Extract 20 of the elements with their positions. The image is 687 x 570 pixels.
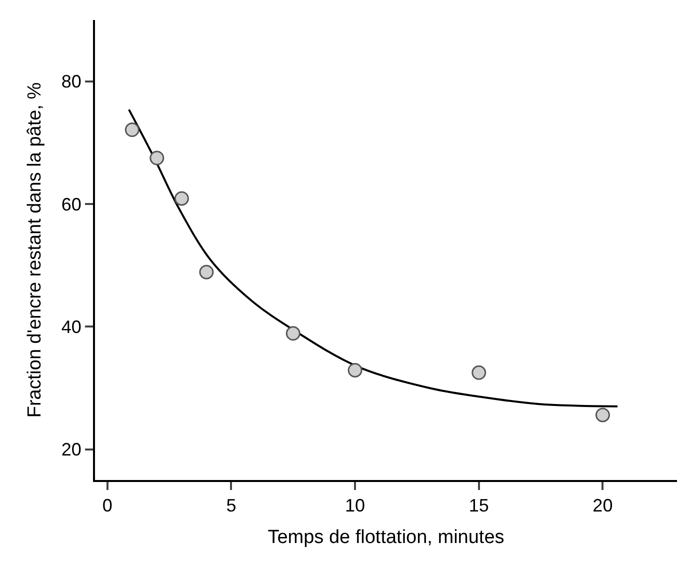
point	[124, 122, 140, 138]
y-axis-title: Fraction d'encre restant dans la pâte, %	[24, 82, 46, 418]
point	[472, 365, 486, 380]
point	[150, 150, 164, 166]
point	[595, 408, 610, 422]
point	[174, 191, 189, 206]
x-tick-label: 5	[226, 496, 236, 516]
y-tick-label: 80	[61, 72, 82, 92]
x-axis-title: Temps de flottation, minutes	[268, 526, 504, 548]
y-tick-label: 20	[61, 440, 82, 460]
point	[199, 264, 214, 280]
point	[348, 362, 362, 378]
x-tick-label: 20	[592, 496, 613, 516]
x-tick-label: 10	[345, 496, 366, 516]
point	[286, 326, 300, 341]
line-series	[128, 108, 619, 408]
y-tick-label: 60	[61, 194, 82, 214]
x-tick-label: 15	[468, 496, 489, 516]
x-tick-label: 0	[102, 496, 112, 516]
y-tick-label: 40	[61, 316, 82, 337]
